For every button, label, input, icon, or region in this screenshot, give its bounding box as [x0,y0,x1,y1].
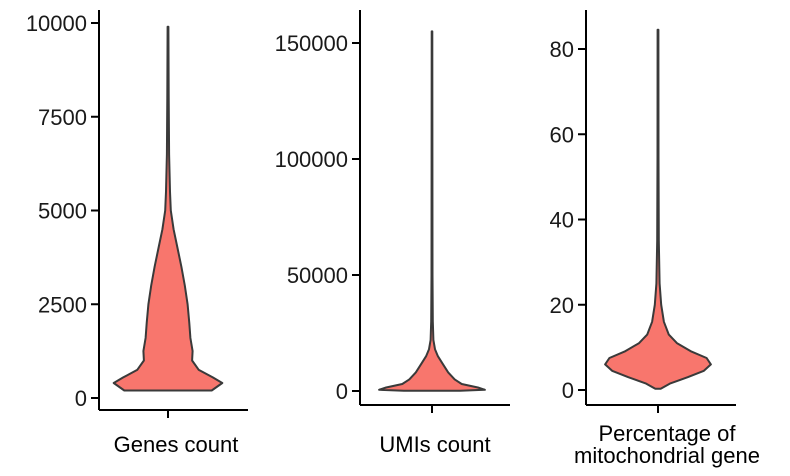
y-tick-label: 150000 [275,31,348,56]
y-tick-label: 10000 [26,11,87,36]
y-tick-label: 80 [550,37,574,62]
y-tick-label: 0 [75,386,87,411]
y-tick-label: 20 [550,293,574,318]
y-tick-label: 0 [562,378,574,403]
y-tick-label: 100000 [275,147,348,172]
y-tick-label: 40 [550,208,574,233]
y-tick-label: 7500 [38,105,87,130]
violin-shape [378,30,486,392]
y-tick-label: 2500 [38,292,87,317]
violin-panel-2: 0 50000 100000 150000 UMIs count [275,10,510,457]
violin-shape [604,28,712,390]
x-axis-label: Percentage of [599,421,737,446]
x-axis-label: Genes count [114,432,239,457]
y-tick-label: 50000 [287,263,348,288]
violin-panel-1: 0 2500 5000 7500 10000 Genes count [26,10,248,457]
x-axis-label: UMIs count [379,432,490,457]
y-tick-label: 5000 [38,199,87,224]
y-tick-label: 60 [550,122,574,147]
y-tick-label: 0 [336,379,348,404]
violin-shape [112,25,224,392]
x-axis-label: mitochondrial gene [574,443,760,468]
